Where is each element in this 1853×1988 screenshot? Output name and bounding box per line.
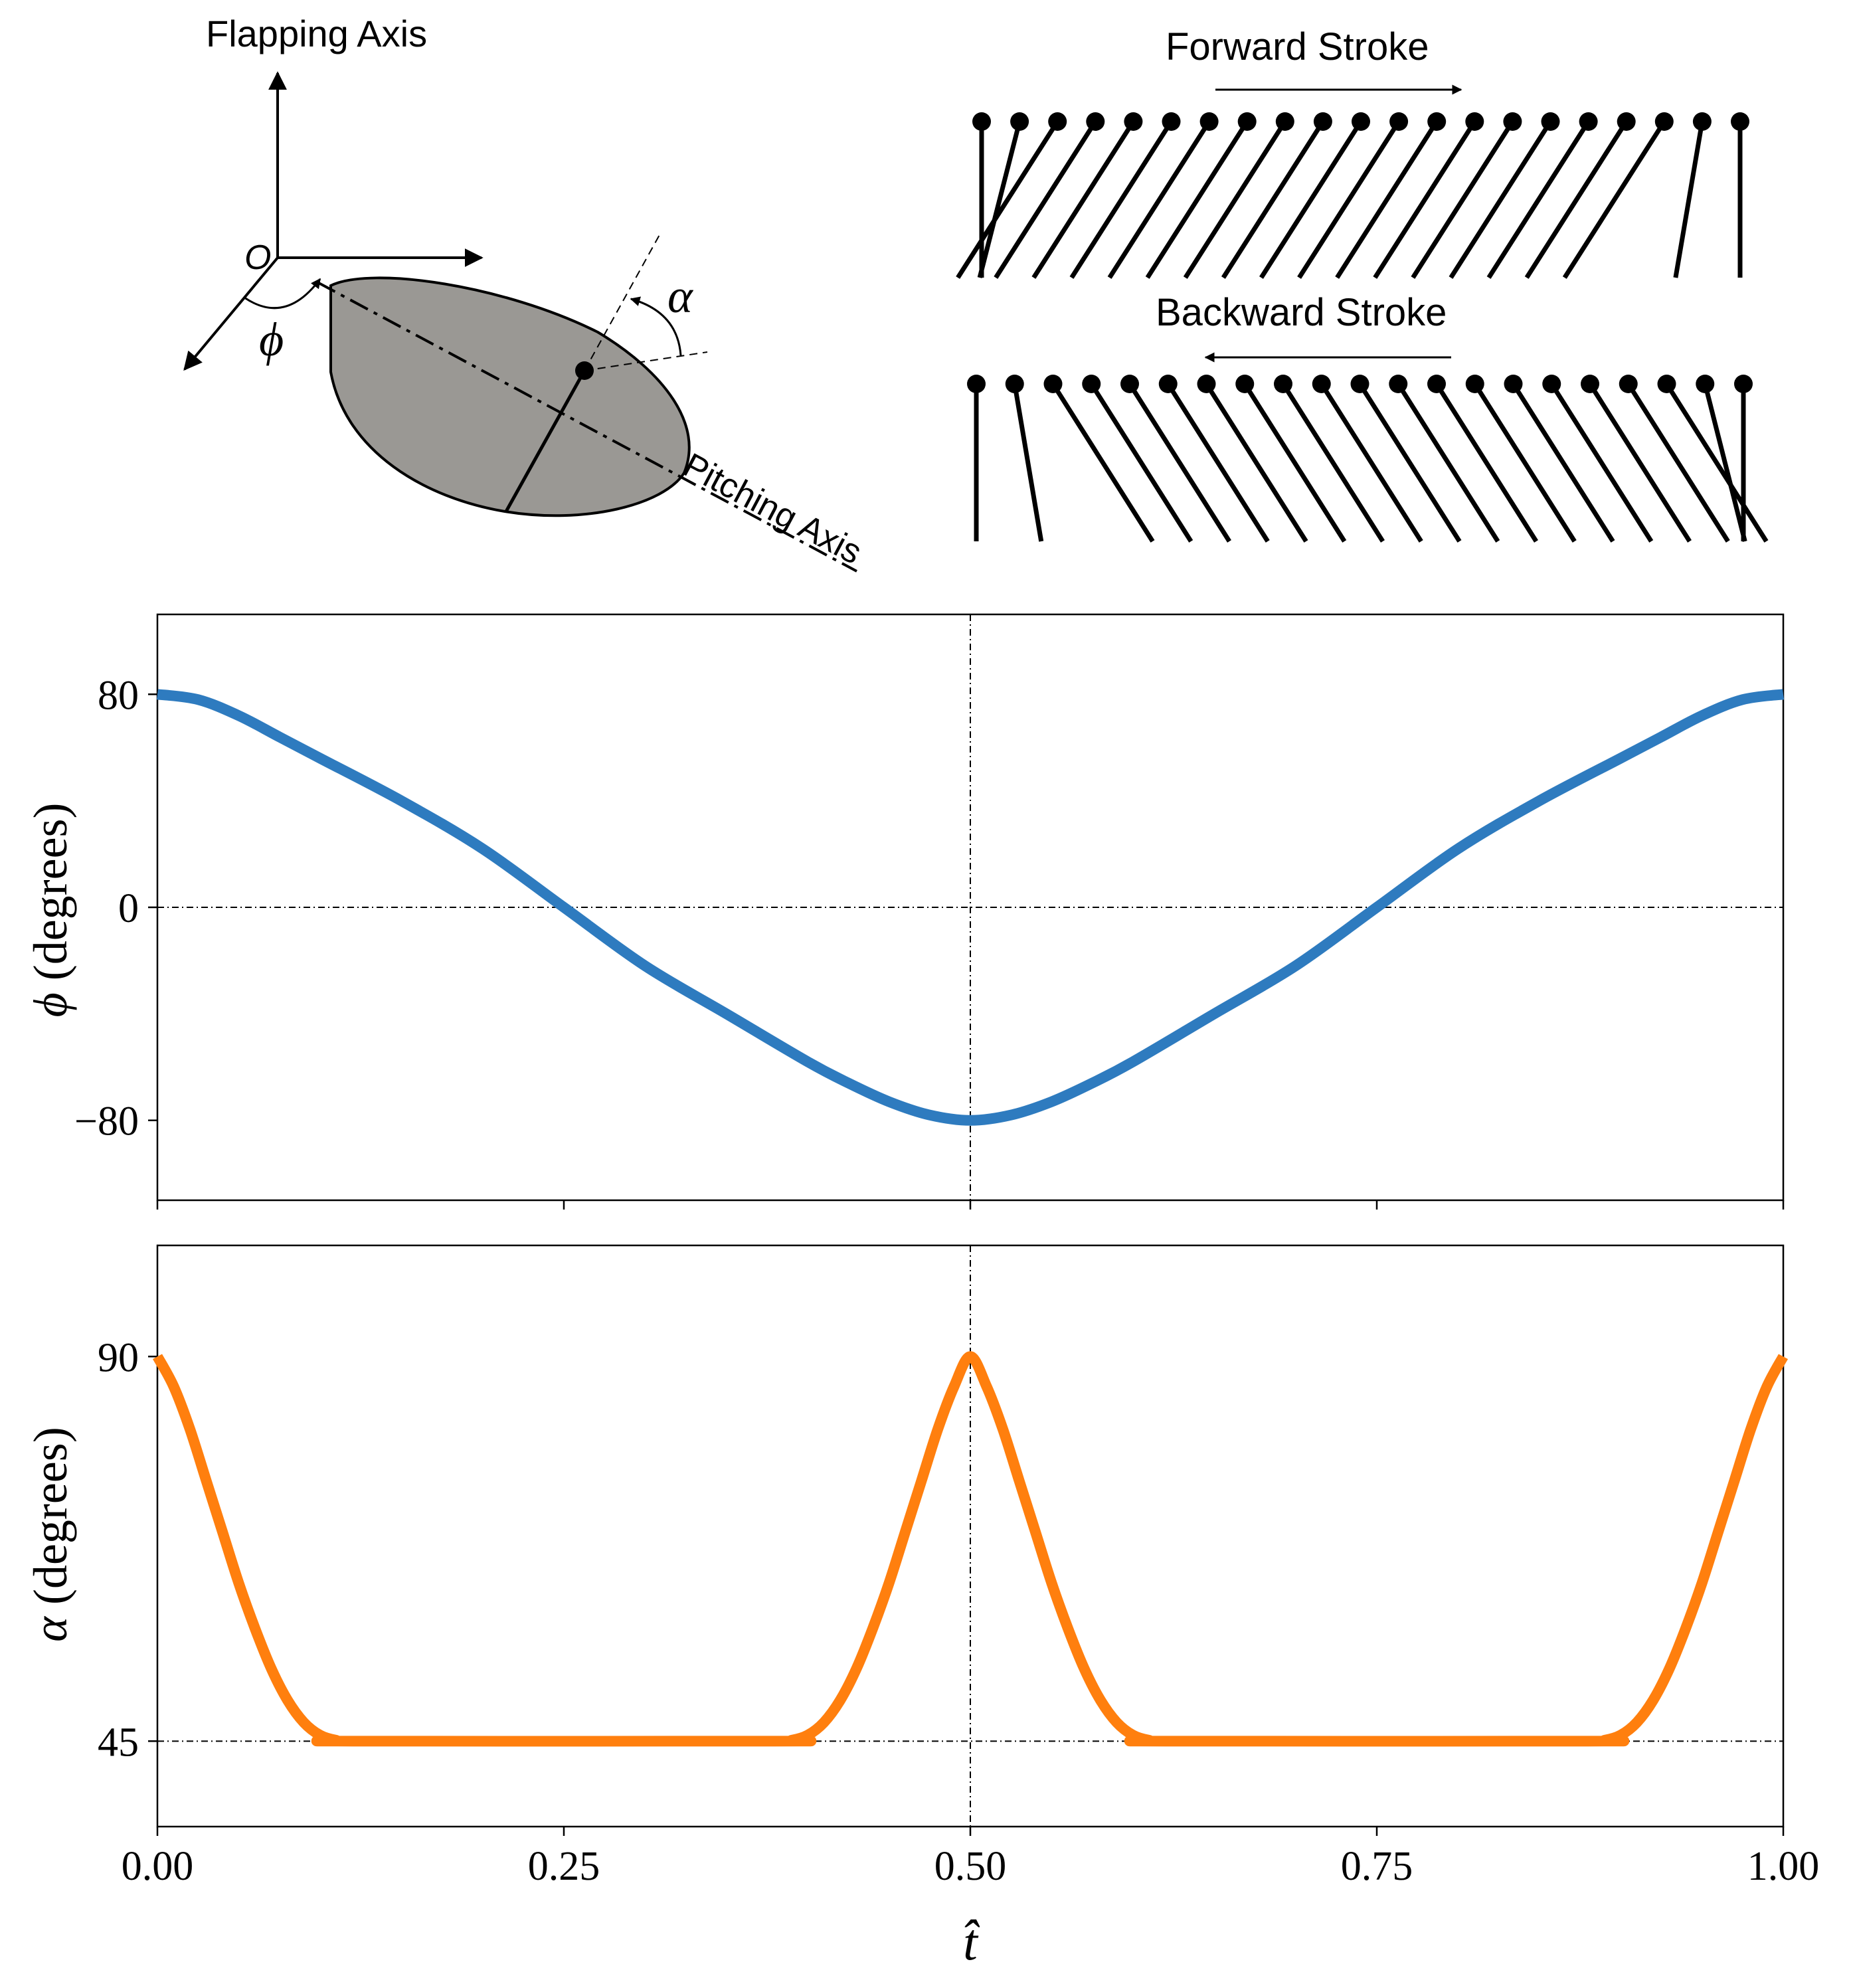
backward-stroke-label: Backward Stroke — [1156, 291, 1447, 334]
backward-wing-15 — [1542, 375, 1654, 543]
forward-stroke-wings — [956, 112, 1749, 279]
phi-reference-lines — [157, 614, 1783, 1200]
pitching-angle-ytick-label-1: 45 — [98, 1720, 139, 1765]
backward-wing-20 — [1734, 375, 1753, 541]
flapping-angle-ytick-label-2: −80 — [74, 1099, 139, 1144]
forward-wing-20 — [1731, 112, 1749, 278]
phi-ylabel-text: (degrees) — [24, 802, 77, 992]
forward-wing-11 — [1297, 112, 1409, 279]
backward-wing-14 — [1504, 375, 1615, 543]
backward-wing-6 — [1197, 375, 1308, 543]
backward-wing-17 — [1619, 375, 1730, 543]
alpha-ylabel-symbol: α — [24, 1616, 77, 1642]
x-axis-label: t̂ — [963, 1913, 980, 1971]
alpha-reference-line-2 — [584, 351, 708, 371]
backward-wing-9 — [1312, 375, 1423, 543]
pitching-axis-label: Pitching Axis — [677, 446, 868, 572]
phi-ylabel-symbol: ϕ — [24, 992, 77, 1017]
forward-wing-0 — [972, 112, 991, 278]
pitching-angle-ytick-label-0: 90 — [98, 1335, 139, 1380]
alpha-angle-arc — [630, 296, 682, 356]
alpha-angle-label: α — [667, 270, 693, 323]
alpha-series-line — [152, 1351, 1789, 1747]
forward-wing-19 — [1673, 112, 1712, 278]
forward-wing-7 — [1145, 112, 1257, 279]
flapping-axis-label: Flapping Axis — [206, 13, 427, 54]
phi-plot: 80 0 −80 ϕ (degrees) — [24, 613, 1785, 1210]
backward-stroke-wings — [967, 375, 1769, 543]
forward-stroke-label: Forward Stroke — [1166, 25, 1429, 68]
pitching-axis-line — [317, 281, 857, 573]
forward-wing-5 — [1069, 112, 1181, 279]
phi-axis-ticks: 80 0 −80 — [74, 673, 1785, 1210]
forward-wing-10 — [1259, 112, 1370, 279]
backward-wing-12 — [1427, 375, 1538, 543]
pitching-angle-xtick-label-2: 0.50 — [934, 1844, 1007, 1889]
alpha-ylabel-text: (degrees) — [24, 1427, 77, 1617]
pitching-angle-xtick-label-3: 0.75 — [1341, 1844, 1413, 1889]
wing-chord-line — [504, 369, 586, 513]
pitching-angle-xtick-label-0: 0.00 — [122, 1844, 194, 1889]
wing-kinematics-diagram: Flapping Axis O ϕ α Pitching Axis — [183, 13, 868, 573]
backward-wing-8 — [1274, 375, 1385, 543]
origin-label: O — [244, 238, 271, 277]
alpha-plot: 90 45 0.00 0.25 0.50 0.75 1.00 α (degrees) t̂ — [24, 1244, 1819, 1971]
backward-wing-0 — [967, 375, 986, 541]
forward-wing-18 — [1562, 112, 1674, 279]
forward-wing-9 — [1221, 112, 1332, 279]
wing-shape — [329, 276, 691, 517]
forward-wing-3 — [994, 112, 1105, 279]
backward-wing-7 — [1235, 375, 1347, 543]
backward-wing-2 — [1043, 375, 1155, 543]
phi-ylabel: ϕ (degrees) — [24, 802, 77, 1017]
backward-wing-4 — [1120, 375, 1231, 543]
flapping-angle-ytick-label-1: 0 — [118, 886, 139, 931]
pitching-angle-xtick-label-4: 1.00 — [1747, 1844, 1820, 1889]
forward-wing-12 — [1335, 112, 1447, 279]
forward-wing-2 — [956, 112, 1067, 279]
forward-wing-4 — [1031, 112, 1143, 279]
forward-wing-1 — [977, 112, 1029, 278]
backward-wing-13 — [1465, 375, 1577, 543]
backward-wing-1 — [1005, 375, 1044, 542]
forward-wing-13 — [1373, 112, 1484, 279]
forward-wing-14 — [1411, 112, 1522, 279]
forward-wing-15 — [1449, 112, 1560, 279]
phi-series-line — [156, 689, 1785, 1126]
backward-wing-10 — [1350, 375, 1462, 543]
alpha-axis-ticks: 90 45 0.00 0.25 0.50 0.75 1.00 — [98, 1335, 1819, 1889]
forward-wing-6 — [1107, 112, 1219, 279]
phi-angle-label: ϕ — [259, 313, 284, 366]
alpha-ylabel: α (degrees) — [24, 1427, 77, 1642]
backward-wing-18 — [1657, 375, 1769, 543]
backward-wing-16 — [1581, 375, 1692, 543]
forward-wing-8 — [1183, 112, 1294, 279]
forward-wing-16 — [1486, 112, 1598, 279]
backward-wing-19 — [1696, 375, 1747, 542]
pitching-angle-xtick-label-1: 0.25 — [528, 1844, 600, 1889]
backward-wing-5 — [1158, 375, 1270, 543]
backward-wing-3 — [1082, 375, 1193, 543]
stroke-diagram: Forward Stroke Backward Stroke — [956, 25, 1769, 543]
phi-angle-arc — [244, 278, 321, 310]
oblique-axis-arrow — [183, 256, 279, 371]
backward-wing-11 — [1389, 375, 1500, 543]
flapping-angle-ytick-label-0: 80 — [98, 673, 139, 718]
forward-wing-17 — [1524, 112, 1636, 279]
